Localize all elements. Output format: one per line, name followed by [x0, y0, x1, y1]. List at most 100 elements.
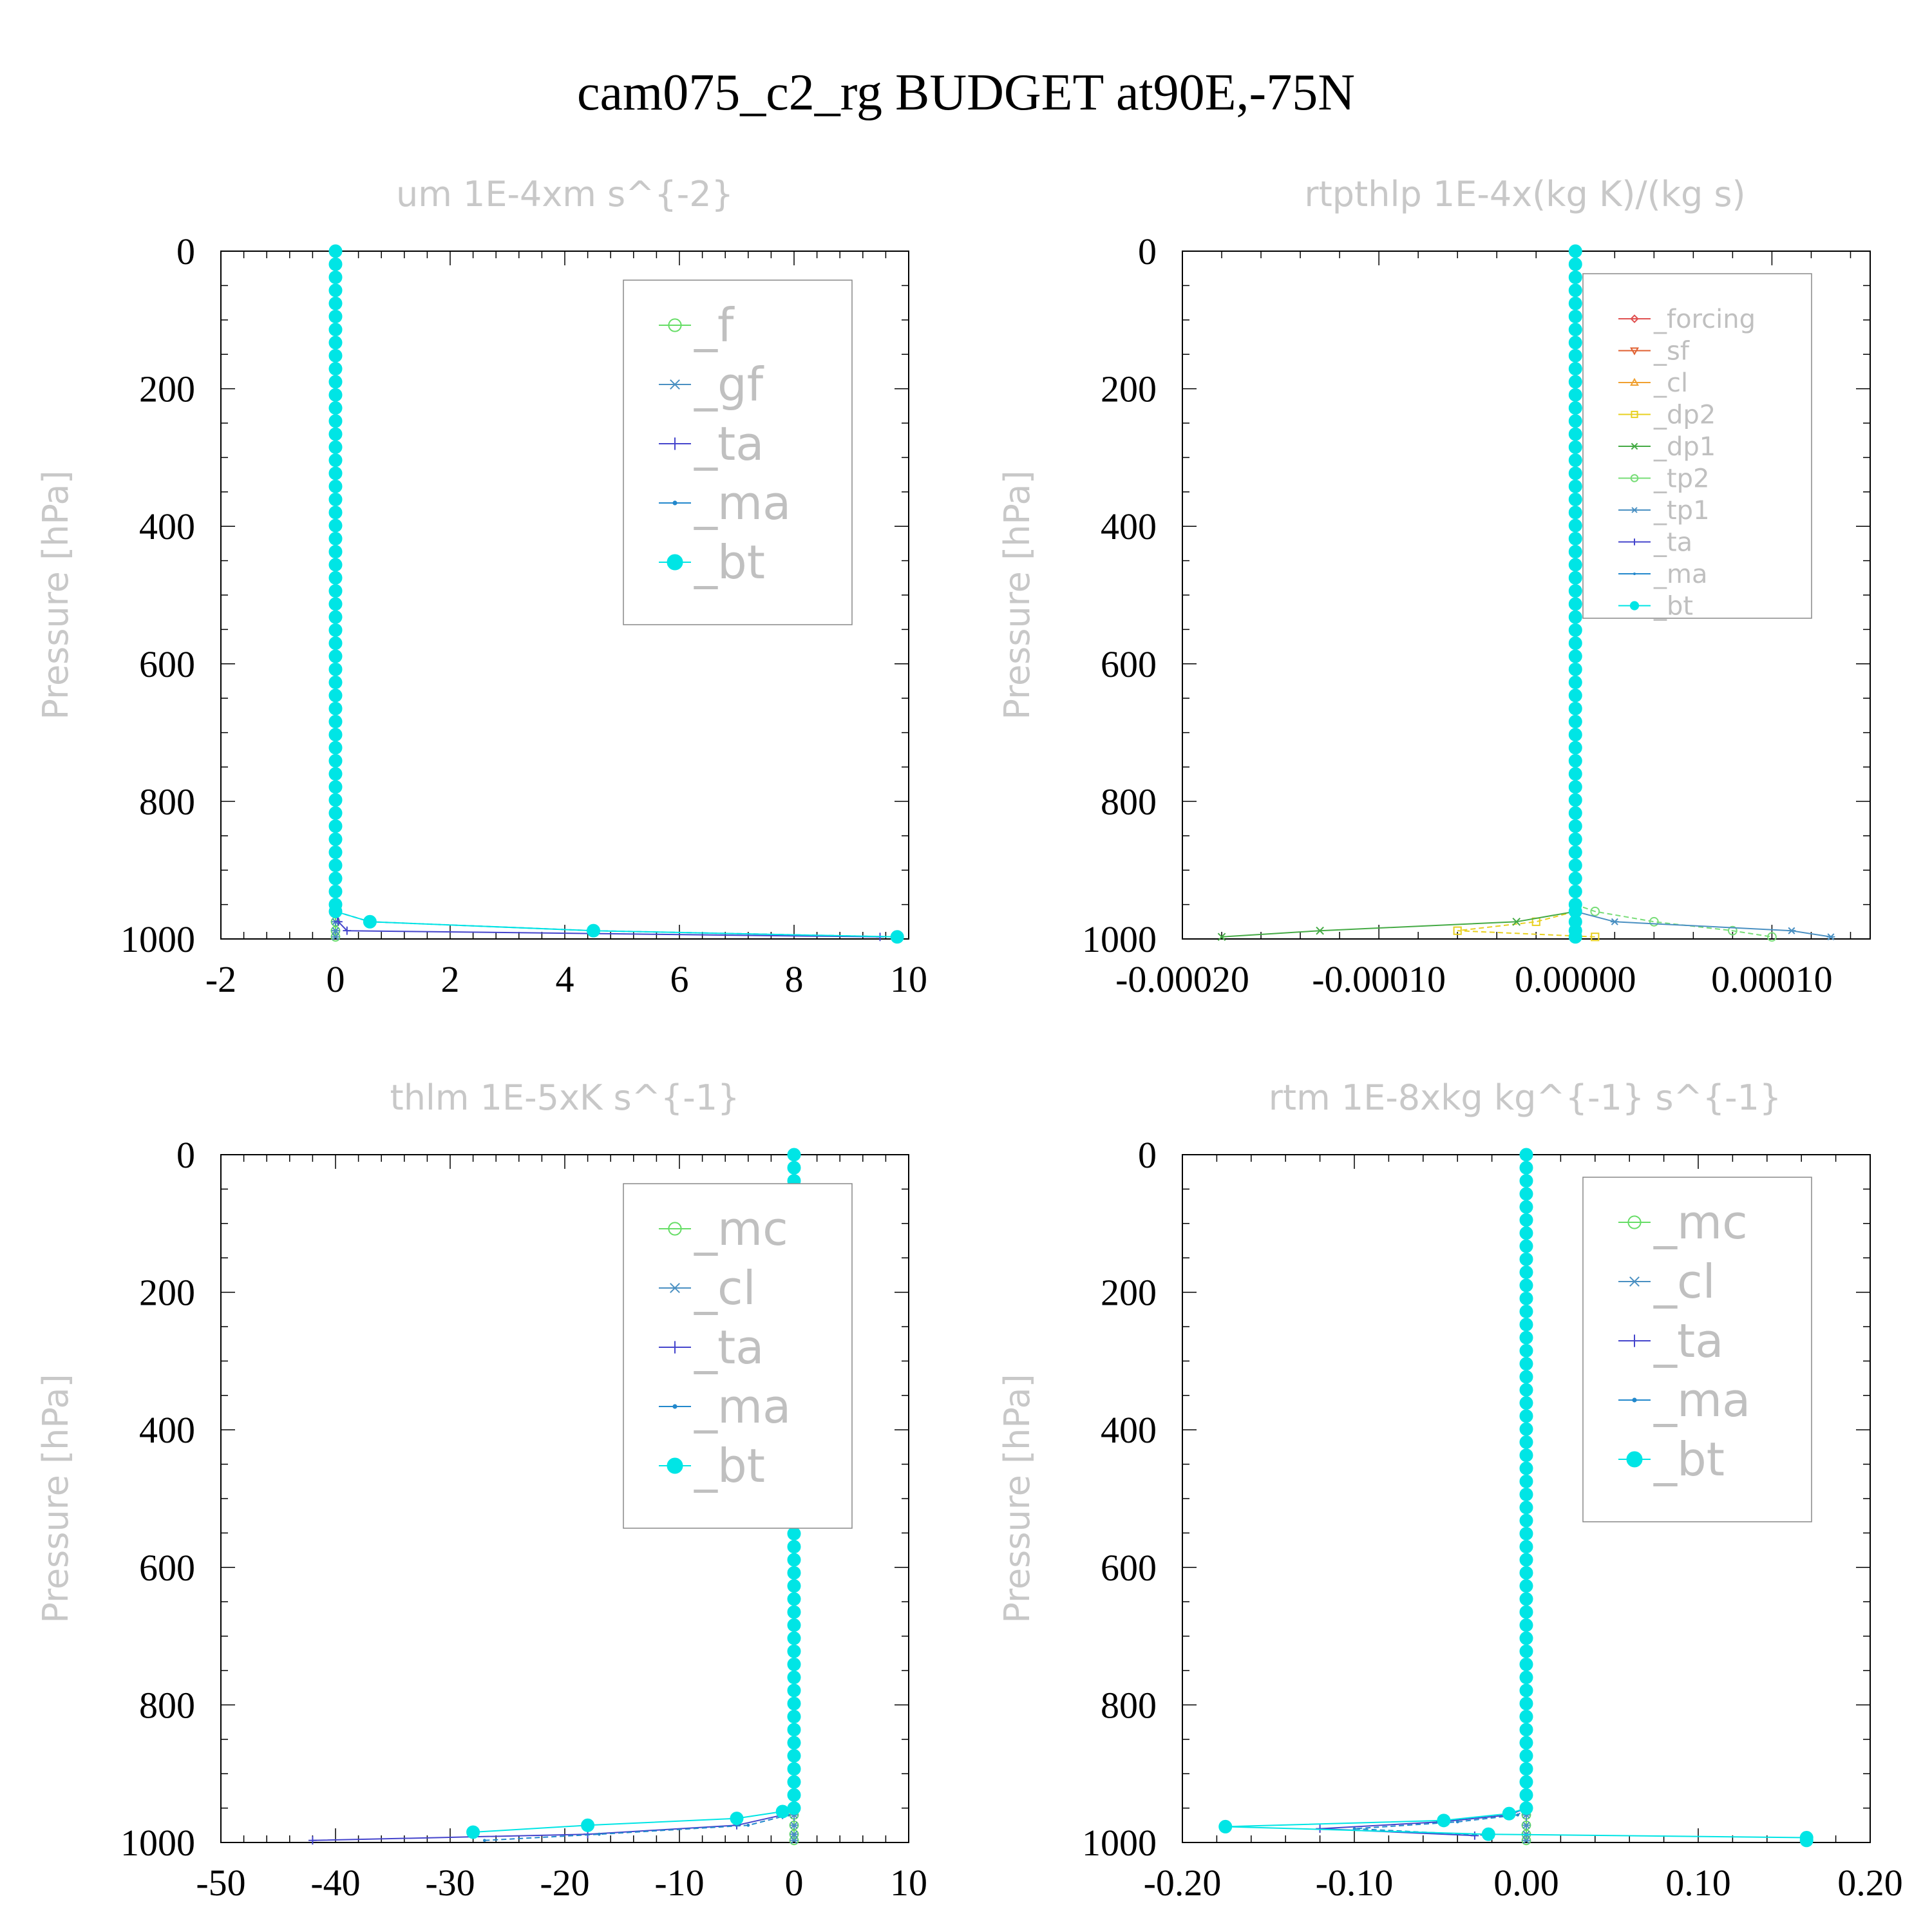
- x-tick-label: -2: [205, 958, 236, 1000]
- marker-shape: [483, 1839, 486, 1842]
- data-point: [1568, 453, 1582, 468]
- marker-shape: [1630, 314, 1639, 323]
- marker-shape: [787, 1657, 801, 1671]
- marker-shape: [1519, 1409, 1533, 1423]
- marker-shape: [787, 1618, 801, 1633]
- marker-shape: [1519, 1461, 1533, 1475]
- x-tick-label: 0.20: [1837, 1862, 1903, 1904]
- marker-shape: [746, 1823, 750, 1827]
- data-point: [1437, 1814, 1451, 1828]
- marker-shape: [1519, 1474, 1533, 1488]
- legend-item: _cl: [1618, 1255, 1716, 1309]
- marker-shape: [1568, 610, 1582, 624]
- legend-label: _ta: [694, 417, 764, 471]
- legend-item: _ma: [1618, 1373, 1750, 1427]
- marker-shape: [1568, 662, 1582, 676]
- marker-shape: [787, 1644, 801, 1658]
- marker-shape: [787, 1605, 801, 1619]
- data-point: [1519, 1305, 1533, 1319]
- marker-shape: [1568, 832, 1582, 846]
- y-tick-label: 800: [1101, 1684, 1157, 1726]
- data-point: [1568, 623, 1582, 637]
- legend-label: _tp1: [1653, 496, 1710, 526]
- marker-shape: [328, 531, 343, 545]
- x-tick-label: 0.00: [1493, 1862, 1559, 1904]
- data-point: [328, 753, 343, 768]
- marker-shape: [343, 926, 352, 935]
- marker-shape: [587, 923, 600, 938]
- y-tick-label: 1000: [120, 918, 195, 960]
- marker-shape: [787, 1671, 801, 1685]
- marker-shape: [1519, 1553, 1533, 1567]
- data-point: [787, 1762, 801, 1776]
- data-point: [1512, 917, 1521, 926]
- marker-shape: [1568, 884, 1582, 898]
- legend-marker: [668, 1283, 681, 1293]
- marker-shape: [328, 558, 343, 572]
- marker-shape: [328, 767, 343, 781]
- panel-title: um 1E-4xm s^{-2}: [396, 174, 734, 214]
- marker-shape: [328, 871, 343, 886]
- data-point: [483, 1839, 486, 1842]
- x-tick-label: -30: [425, 1862, 475, 1904]
- data-point: [1568, 388, 1582, 402]
- marker-shape: [1519, 1160, 1533, 1175]
- marker-shape: [1568, 871, 1582, 886]
- data-point: [1519, 1553, 1533, 1567]
- data-point: [1455, 1820, 1459, 1824]
- data-point: [1826, 933, 1835, 941]
- marker-shape: [787, 1723, 801, 1737]
- marker-shape: [1519, 1566, 1533, 1580]
- data-point: [1470, 1831, 1479, 1840]
- data-point: [1502, 1806, 1516, 1821]
- marker-shape: [1568, 623, 1582, 637]
- legend-item: _gf: [659, 357, 764, 412]
- marker-shape: [1519, 1331, 1533, 1345]
- marker-shape: [328, 904, 343, 918]
- data-point: [790, 1821, 799, 1829]
- data-point: [1568, 531, 1582, 545]
- data-point: [787, 1696, 801, 1710]
- marker-shape: [328, 584, 343, 598]
- marker-shape: [787, 1683, 801, 1698]
- marker-shape: [1568, 845, 1582, 859]
- marker-shape: [1629, 377, 1640, 386]
- y-tick-label: 800: [1101, 781, 1157, 822]
- data-point: [328, 558, 343, 572]
- legend-item: _ta: [659, 417, 764, 471]
- x-tick-label: -20: [540, 1862, 589, 1904]
- marker-shape: [1568, 728, 1582, 742]
- marker-shape: [1519, 1357, 1533, 1371]
- legend-marker: [1629, 377, 1640, 386]
- marker-shape: [1519, 1723, 1533, 1737]
- legend-marker: [668, 1341, 681, 1354]
- data-point: [1519, 1461, 1533, 1475]
- data-point: [1519, 1788, 1533, 1802]
- data-point: [1649, 916, 1659, 927]
- data-point: [1568, 793, 1582, 807]
- y-tick-label: 200: [139, 368, 195, 410]
- series-bt: [1568, 244, 1582, 944]
- legend-label: _mc: [694, 1202, 788, 1256]
- marker-shape: [1519, 1448, 1533, 1463]
- data-point: [1568, 558, 1582, 572]
- marker-shape: [1568, 780, 1582, 794]
- legend-box: [623, 279, 853, 625]
- legend-item: _ta: [1618, 1314, 1723, 1368]
- data-point: [1519, 1526, 1533, 1540]
- data-point: [328, 296, 343, 310]
- data-point: [1519, 1566, 1533, 1580]
- marker-shape: [1519, 1671, 1533, 1685]
- data-point: [1519, 1631, 1533, 1645]
- data-point: [328, 440, 343, 454]
- marker-shape: [328, 806, 343, 820]
- legend-item: _ma: [659, 476, 791, 530]
- data-point: [787, 1736, 801, 1750]
- marker-shape: [1519, 1343, 1533, 1358]
- legend-item: _dp1: [1618, 432, 1716, 462]
- marker-shape: [1568, 819, 1582, 833]
- marker-shape: [1627, 1215, 1642, 1229]
- marker-shape: [787, 1631, 801, 1645]
- marker-shape: [1568, 676, 1582, 690]
- marker-shape: [328, 610, 343, 624]
